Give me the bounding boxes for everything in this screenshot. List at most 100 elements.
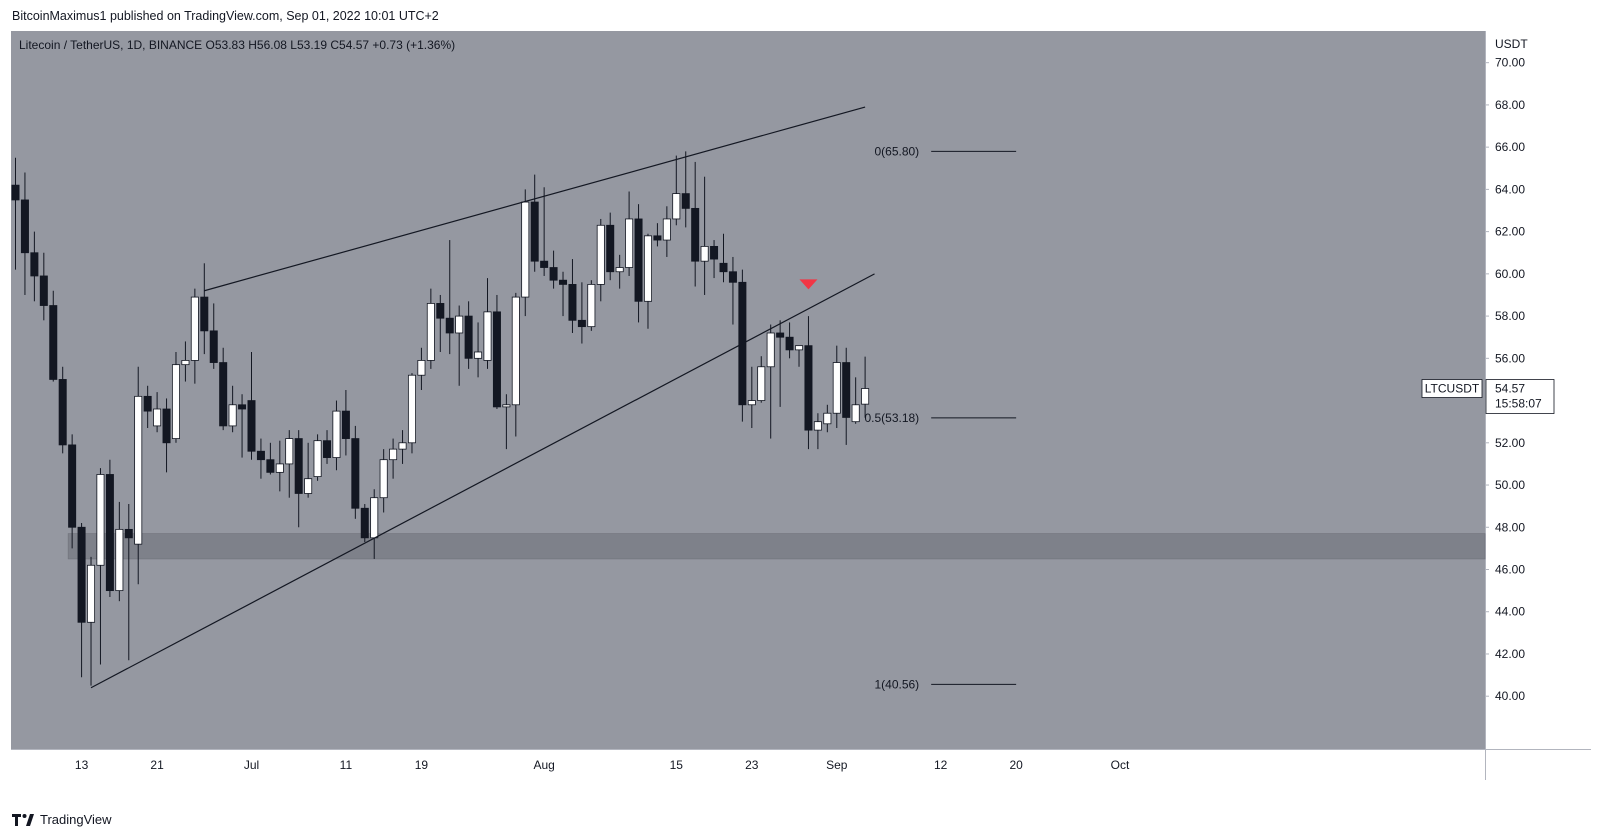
bullish-candle: [596, 218, 605, 302]
bullish-candle: [643, 233, 652, 329]
time-tick-label: 20: [1009, 758, 1023, 772]
candle-body: [20, 199, 29, 254]
bullish-candle: [757, 356, 766, 403]
bearish-candle: [492, 294, 501, 410]
candle-body: [785, 336, 794, 351]
candle-body: [596, 224, 605, 285]
bearish-candle: [653, 223, 662, 247]
tradingview-branding[interactable]: TradingView: [12, 812, 112, 827]
candle-body: [389, 448, 398, 461]
bullish-candle: [483, 278, 492, 369]
time-tick-label: 13: [75, 758, 89, 772]
bearish-candle: [323, 430, 332, 464]
bearish-candle: [20, 172, 29, 295]
candle-body: [256, 450, 265, 461]
candle-body: [134, 395, 143, 545]
fib-level-label: 1(40.56): [874, 677, 919, 691]
candle-body: [436, 303, 445, 319]
bullish-candle: [389, 438, 398, 479]
bullish-candle: [190, 288, 199, 384]
candle-body: [823, 412, 832, 425]
time-tick-label: Aug: [533, 758, 554, 772]
candle-body: [540, 260, 549, 268]
bullish-candle: [625, 191, 634, 276]
bullish-candle: [747, 366, 756, 429]
candle-body: [304, 478, 313, 494]
bearish-candle: [804, 316, 813, 450]
bullish-candle: [615, 254, 624, 289]
bearish-candle: [68, 434, 77, 549]
price-tick-label: 66.00: [1495, 140, 1525, 154]
candle-body: [672, 193, 681, 220]
bearish-candle: [247, 351, 256, 460]
candle-body: [747, 400, 756, 406]
bullish-candle: [823, 404, 832, 433]
plot-area: [11, 31, 1485, 749]
bearish-candle: [266, 442, 275, 475]
candle-body: [171, 364, 180, 439]
price-tick-label: 50.00: [1495, 478, 1525, 492]
candle-body: [379, 459, 388, 499]
candle-body: [776, 332, 785, 338]
legend-change: +0.73 (+1.36%): [372, 38, 455, 52]
candle-body: [313, 440, 322, 477]
bullish-candle: [587, 280, 596, 331]
fib-level-label: 0(65.80): [874, 144, 919, 158]
candle-body: [49, 305, 58, 380]
legend-close-label: C: [330, 38, 339, 52]
candle-body: [181, 360, 190, 366]
price-tick-label: 52.00: [1495, 436, 1525, 450]
bullish-candle: [474, 322, 483, 378]
candle-body: [323, 440, 332, 458]
price-tick-label: 70.00: [1495, 56, 1525, 70]
candle-body: [417, 360, 426, 376]
candle-body: [559, 279, 568, 285]
candle-body: [700, 245, 709, 262]
time-axis-area: [11, 749, 1591, 780]
candle-body: [87, 564, 96, 623]
bearish-candle: [124, 504, 133, 661]
legend-low-value: 53.19: [297, 38, 330, 52]
time-tick-label: 21: [150, 758, 164, 772]
candle-body: [719, 262, 728, 273]
bullish-candle: [455, 305, 464, 386]
bearish-candle: [568, 259, 577, 333]
bearish-candle: [842, 347, 851, 445]
bearish-candle: [351, 425, 360, 519]
candle-body: [832, 362, 841, 414]
bullish-candle: [861, 356, 870, 418]
price-chart[interactable]: 0(65.80) 0.5(53.18) 1(40.56) USDT 40.00 42.00…: [11, 31, 1591, 780]
candle-body: [483, 311, 492, 361]
candle-body: [804, 345, 813, 431]
candle-body: [77, 526, 86, 623]
bullish-candle: [426, 288, 435, 369]
bearish-candle: [710, 240, 719, 279]
tradingview-wordmark: TradingView: [40, 812, 112, 827]
candle-body: [238, 404, 247, 410]
candle-body: [625, 218, 634, 268]
candle-body: [568, 284, 577, 321]
candle-body: [728, 271, 737, 283]
price-tick-label: 46.00: [1495, 563, 1525, 577]
candle-body: [190, 296, 199, 361]
candle-body: [634, 218, 643, 302]
bearish-candle: [540, 187, 549, 276]
candle-body: [124, 528, 133, 539]
price-tick-label: 44.00: [1495, 605, 1525, 619]
price-tick-label: 42.00: [1495, 647, 1525, 661]
bearish-candle: [49, 290, 58, 382]
candle-body: [549, 267, 558, 281]
candle-body: [162, 408, 171, 444]
candle-body: [219, 362, 228, 427]
symbol-tag: [1421, 379, 1483, 398]
candle-body: [587, 284, 596, 328]
bullish-candle: [313, 434, 322, 481]
candle-body: [351, 438, 360, 509]
bearish-candle: [143, 385, 152, 429]
candle-body: [615, 267, 624, 273]
lower-wedge-line: [90, 273, 875, 689]
bearish-candle: [464, 301, 473, 369]
candle-body: [39, 275, 48, 306]
candle-body: [105, 474, 114, 592]
bullish-candle: [662, 206, 671, 257]
